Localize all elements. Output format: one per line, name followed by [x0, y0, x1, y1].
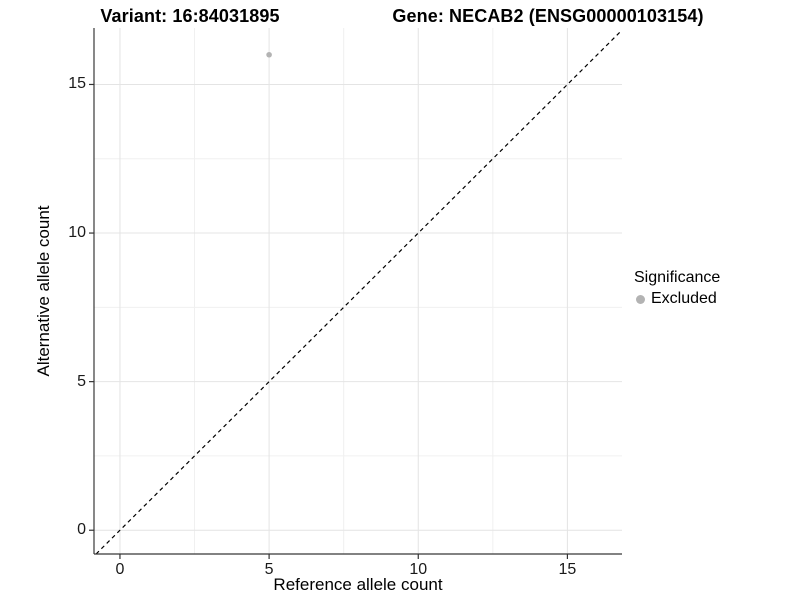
plot-title-variant: Variant: 16:84031895 — [100, 6, 280, 26]
legend-title: Significance — [634, 269, 721, 286]
identity-dashed-line — [95, 29, 623, 555]
data-point-excluded — [266, 51, 272, 58]
x-tick-label: 10 — [409, 561, 428, 578]
excluded-point-icon — [636, 294, 645, 304]
legend-entry-label: Excluded — [651, 290, 717, 307]
x-tick-label: 0 — [115, 561, 125, 578]
legend-entry-excluded: Excluded — [634, 290, 720, 308]
y-tick-label: 5 — [77, 372, 86, 390]
y-axis-title: Alternative allele count — [34, 205, 53, 377]
y-tick-label: 15 — [68, 75, 86, 93]
x-axis-title: Reference allele count — [273, 575, 443, 594]
x-tick-label: 15 — [558, 561, 577, 578]
y-tick-label: 10 — [68, 224, 86, 242]
x-tick-label: 5 — [264, 561, 274, 578]
plot-title-gene: Gene: NECAB2 (ENSG00000103154) — [392, 6, 704, 26]
y-tick-label: 0 — [77, 521, 86, 539]
legend: Significance Excluded — [634, 268, 720, 308]
